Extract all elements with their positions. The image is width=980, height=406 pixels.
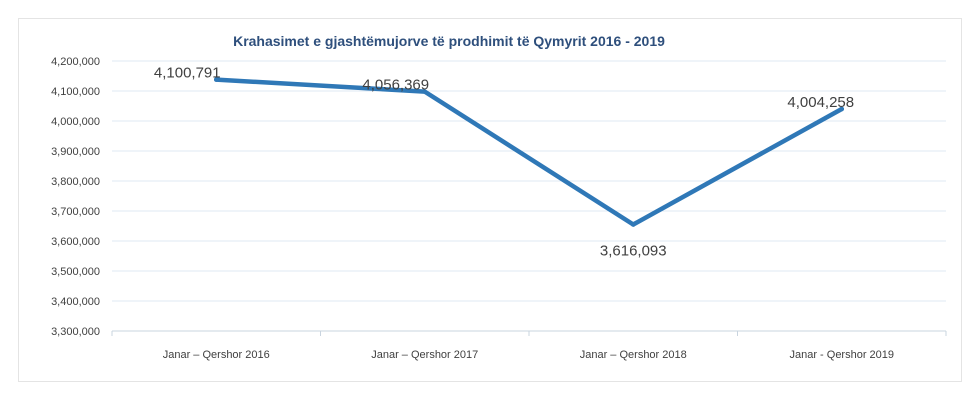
y-tick-label: 3,900,000 <box>51 146 100 158</box>
y-tick-label: 4,100,000 <box>51 86 100 98</box>
y-tick-label: 3,300,000 <box>51 326 100 338</box>
chart-frame <box>18 18 962 382</box>
chart-title: Krahasimet e gjashtëmujorve të prodhimit… <box>233 33 665 49</box>
x-tick-label: Janar – Qershor 2016 <box>163 349 270 361</box>
y-axis: 3,300,000 3,400,000 3,500,000 3,600,000 3,70… <box>51 56 100 338</box>
data-label: 4,056,369 <box>362 77 429 94</box>
x-tick-label: Janar – Qershor 2018 <box>580 349 687 361</box>
x-tick-label: Janar - Qershor 2019 <box>789 349 894 361</box>
data-label: 4,100,791 <box>154 65 221 82</box>
data-labels: 4,100,791 4,056,369 3,616,093 4,004,258 <box>154 65 854 260</box>
data-label: 3,616,093 <box>600 243 667 260</box>
data-point <box>631 222 636 227</box>
gridlines <box>112 60 946 332</box>
y-tick-label: 4,000,000 <box>51 116 100 128</box>
y-tick-label: 3,500,000 <box>51 266 100 278</box>
data-point <box>839 106 844 112</box>
series-group <box>214 77 844 227</box>
x-tick-label: Janar – Qershor 2017 <box>371 349 478 361</box>
data-label: 4,004,258 <box>787 94 854 111</box>
data-point <box>214 77 219 82</box>
data-point <box>422 89 427 94</box>
y-tick-label: 4,200,000 <box>51 56 100 68</box>
series-line <box>214 77 844 227</box>
y-tick-label: 3,700,000 <box>51 206 100 218</box>
y-tick-label: 3,600,000 <box>51 236 100 248</box>
y-tick-label: 3,400,000 <box>51 296 100 308</box>
y-tick-label: 3,800,000 <box>51 176 100 188</box>
x-axis: Janar – Qershor 2016 Janar – Qershor 2017… <box>111 331 947 361</box>
